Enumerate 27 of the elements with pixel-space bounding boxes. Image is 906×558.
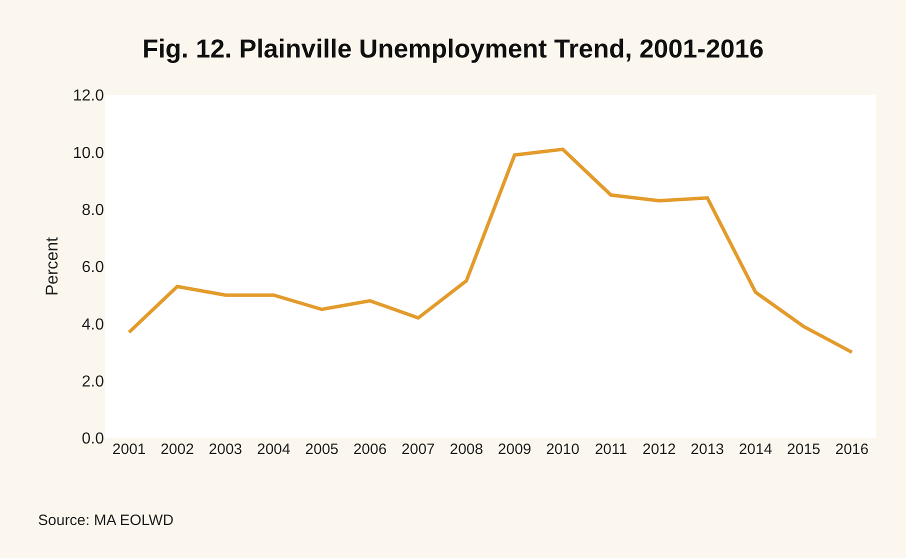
line-series [127, 148, 854, 354]
x-tick-label: 2007 [402, 441, 435, 458]
y-axis-title: Percent [42, 236, 62, 296]
x-tick-label: 2005 [305, 441, 339, 458]
y-tick-label: 0.0 [82, 430, 104, 448]
y-tick-label: 2.0 [82, 373, 104, 390]
x-tick-label: 2002 [160, 441, 194, 458]
x-tick-label: 2011 [594, 441, 628, 458]
y-tick-label: 4.0 [82, 316, 104, 334]
x-tick-label: 2016 [835, 441, 869, 458]
x-tick-label: 2010 [546, 441, 580, 458]
y-tick-label: 10.0 [72, 144, 104, 162]
x-tick-label: 2008 [450, 441, 484, 458]
x-tick-label: 2001 [112, 441, 146, 458]
x-tick-label: 2015 [787, 441, 820, 458]
y-tick-label: 8.0 [82, 202, 104, 219]
x-tick-label: 2003 [208, 441, 242, 458]
source-note: Source: MA EOLWD [38, 512, 174, 529]
chart-title: Fig. 12. Plainville Unemployment Trend, 2001-2016 [142, 33, 764, 64]
x-tick-label: 2013 [690, 441, 724, 458]
x-tick-label: 2014 [738, 441, 772, 458]
y-tick-label: 12.0 [72, 88, 104, 105]
x-tick-label: 2006 [353, 441, 387, 458]
x-tick-label: 2012 [642, 441, 676, 458]
x-tick-label: 2004 [256, 441, 290, 458]
x-tick-label: 2009 [498, 441, 532, 458]
y-tick-label: 6.0 [82, 259, 104, 276]
